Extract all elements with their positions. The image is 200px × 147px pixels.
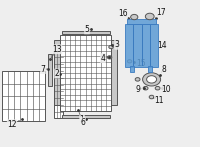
Text: 14: 14 [157,41,167,50]
Circle shape [135,78,140,81]
Bar [62,115,110,118]
Text: 3: 3 [115,40,119,49]
Text: 1: 1 [80,115,84,124]
Text: 12: 12 [7,120,17,129]
Bar [130,66,134,72]
Text: 4: 4 [101,54,105,63]
Bar [62,31,110,34]
Bar [111,40,117,105]
Circle shape [109,45,113,49]
Circle shape [131,14,138,20]
Text: 2: 2 [55,69,59,78]
Text: 13: 13 [52,45,62,54]
Bar [2,71,45,121]
Text: 11: 11 [154,96,164,105]
Text: 10: 10 [161,85,171,95]
Circle shape [127,60,132,63]
Text: 16: 16 [118,9,128,19]
Circle shape [147,76,157,83]
Circle shape [107,56,112,59]
Circle shape [145,13,154,20]
Text: 7: 7 [41,65,45,74]
Text: 17: 17 [156,8,166,17]
Bar [54,51,63,118]
Bar [125,24,158,67]
Text: 15: 15 [136,59,146,68]
Bar [48,54,52,86]
Circle shape [155,86,160,90]
Circle shape [149,95,154,99]
Text: 9: 9 [136,85,140,95]
Bar [60,35,111,111]
Bar [54,40,60,105]
Text: 8: 8 [162,65,166,74]
Bar [148,66,152,72]
Text: 5: 5 [85,25,89,34]
Text: 6: 6 [81,118,85,127]
Bar [127,19,156,24]
Circle shape [143,73,161,86]
Circle shape [143,86,148,90]
